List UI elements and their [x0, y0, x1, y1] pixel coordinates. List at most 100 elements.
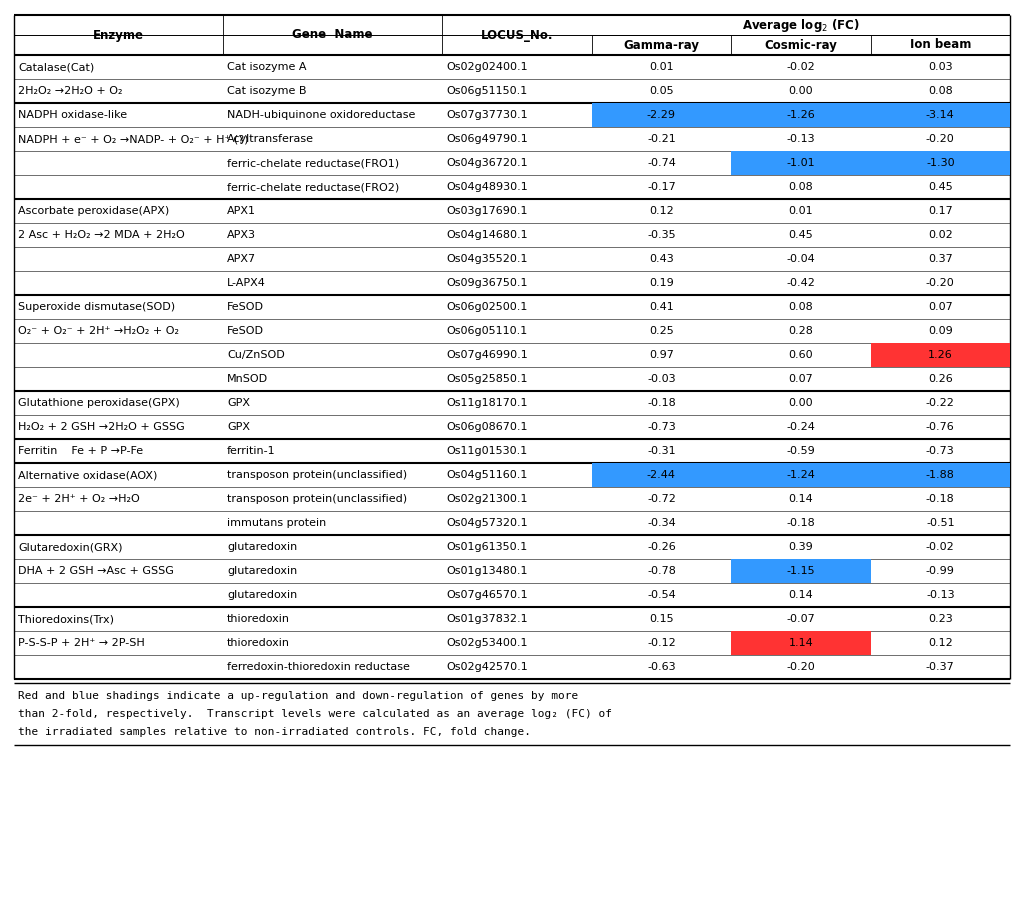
Text: Gamma-ray: Gamma-ray	[624, 38, 699, 52]
Text: -0.13: -0.13	[926, 590, 954, 600]
Text: MnSOD: MnSOD	[227, 374, 268, 384]
Text: Os04g14680.1: Os04g14680.1	[446, 230, 528, 240]
Text: LOCUS_No.: LOCUS_No.	[480, 28, 553, 42]
Text: Os06g08670.1: Os06g08670.1	[446, 422, 527, 432]
Text: Ascorbate peroxidase(APX): Ascorbate peroxidase(APX)	[18, 206, 169, 216]
Text: Os06g49790.1: Os06g49790.1	[446, 134, 528, 144]
Text: -0.24: -0.24	[786, 422, 815, 432]
Text: -0.99: -0.99	[926, 566, 954, 576]
Text: Os01g13480.1: Os01g13480.1	[446, 566, 527, 576]
Text: -1.24: -1.24	[786, 470, 815, 480]
Bar	[731, 631, 870, 655]
Text: -0.03: -0.03	[647, 374, 676, 384]
Text: thioredoxin: thioredoxin	[227, 638, 290, 648]
Text: Ion beam: Ion beam	[909, 38, 971, 52]
Text: than 2-fold, respectively.  Transcript levels were calculated as an average log₂: than 2-fold, respectively. Transcript le…	[18, 709, 612, 719]
Text: 1.14: 1.14	[788, 638, 813, 648]
Text: 0.12: 0.12	[649, 206, 674, 216]
Text: 0.00: 0.00	[788, 398, 813, 408]
Text: -1.88: -1.88	[926, 470, 954, 480]
Text: -0.20: -0.20	[926, 278, 954, 288]
Text: -0.51: -0.51	[926, 518, 954, 528]
Bar	[731, 463, 870, 487]
Text: -0.54: -0.54	[647, 590, 676, 600]
Text: -0.20: -0.20	[786, 662, 815, 672]
Bar	[870, 151, 1010, 175]
Bar	[731, 103, 870, 127]
Text: -1.26: -1.26	[786, 110, 815, 120]
Text: Cat isozyme B: Cat isozyme B	[227, 86, 306, 96]
Text: APX1: APX1	[227, 206, 256, 216]
Text: -0.73: -0.73	[926, 446, 954, 456]
Text: Cosmic-ray: Cosmic-ray	[764, 38, 838, 52]
Text: -0.20: -0.20	[926, 134, 954, 144]
Text: 0.02: 0.02	[928, 230, 952, 240]
Text: 0.25: 0.25	[649, 326, 674, 336]
Text: APX3: APX3	[227, 230, 256, 240]
Text: -0.18: -0.18	[926, 494, 954, 504]
Text: 0.14: 0.14	[788, 494, 813, 504]
Text: -0.31: -0.31	[647, 446, 676, 456]
Text: Thioredoxins(Trx): Thioredoxins(Trx)	[18, 614, 114, 624]
Text: glutaredoxin: glutaredoxin	[227, 542, 297, 552]
Text: Cu/ZnSOD: Cu/ZnSOD	[227, 350, 285, 360]
Text: Gene  Name: Gene Name	[293, 28, 373, 42]
Text: GPX: GPX	[227, 398, 250, 408]
Text: Os06g51150.1: Os06g51150.1	[446, 86, 527, 96]
Text: 0.28: 0.28	[788, 326, 813, 336]
Text: -1.01: -1.01	[786, 158, 815, 168]
Text: -0.42: -0.42	[786, 278, 815, 288]
Text: 0.08: 0.08	[928, 86, 952, 96]
Text: Red and blue shadings indicate a up-regulation and down-regulation of genes by m: Red and blue shadings indicate a up-regu…	[18, 692, 579, 702]
Text: Alternative oxidase(AOX): Alternative oxidase(AOX)	[18, 470, 158, 480]
Text: NADPH oxidase-like: NADPH oxidase-like	[18, 110, 127, 120]
Text: 0.39: 0.39	[788, 542, 813, 552]
Text: 0.45: 0.45	[928, 182, 952, 192]
Text: 0.43: 0.43	[649, 254, 674, 264]
Text: transposon protein(unclassified): transposon protein(unclassified)	[227, 470, 408, 480]
Text: -0.59: -0.59	[786, 446, 815, 456]
Text: the irradiated samples relative to non-irradiated controls. FC, fold change.: the irradiated samples relative to non-i…	[18, 727, 531, 737]
Text: -0.35: -0.35	[647, 230, 676, 240]
Text: Os04g57320.1: Os04g57320.1	[446, 518, 528, 528]
Text: -0.34: -0.34	[647, 518, 676, 528]
Text: Superoxide dismutase(SOD): Superoxide dismutase(SOD)	[18, 302, 175, 312]
Text: Os02g42570.1: Os02g42570.1	[446, 662, 528, 672]
Text: Os01g37832.1: Os01g37832.1	[446, 614, 528, 624]
Text: 1.26: 1.26	[928, 350, 952, 360]
Text: 0.00: 0.00	[788, 86, 813, 96]
Text: DHA + 2 GSH →Asc + GSSG: DHA + 2 GSH →Asc + GSSG	[18, 566, 174, 576]
Text: 0.15: 0.15	[649, 614, 674, 624]
Text: O₂⁻ + O₂⁻ + 2H⁺ →H₂O₂ + O₂: O₂⁻ + O₂⁻ + 2H⁺ →H₂O₂ + O₂	[18, 326, 179, 336]
Text: -0.26: -0.26	[647, 542, 676, 552]
Bar	[592, 103, 731, 127]
Text: GPX: GPX	[227, 422, 250, 432]
Text: Os04g48930.1: Os04g48930.1	[446, 182, 528, 192]
Text: 0.08: 0.08	[788, 302, 813, 312]
Text: FeSOD: FeSOD	[227, 302, 264, 312]
Text: Cat isozyme A: Cat isozyme A	[227, 62, 306, 72]
Text: 0.01: 0.01	[788, 206, 813, 216]
Text: -0.74: -0.74	[647, 158, 676, 168]
Text: 0.45: 0.45	[788, 230, 813, 240]
Text: -1.15: -1.15	[786, 566, 815, 576]
Text: Os11g01530.1: Os11g01530.1	[446, 446, 527, 456]
Text: 0.60: 0.60	[788, 350, 813, 360]
Text: -1.30: -1.30	[926, 158, 954, 168]
Text: Enzyme: Enzyme	[93, 28, 144, 42]
Text: 0.12: 0.12	[928, 638, 952, 648]
Text: 0.97: 0.97	[649, 350, 674, 360]
Text: 0.14: 0.14	[788, 590, 813, 600]
Text: Glutathione peroxidase(GPX): Glutathione peroxidase(GPX)	[18, 398, 180, 408]
Text: Catalase(Cat): Catalase(Cat)	[18, 62, 94, 72]
Text: ferric-chelate reductase(FRO2): ferric-chelate reductase(FRO2)	[227, 182, 399, 192]
Text: -2.29: -2.29	[647, 110, 676, 120]
Text: Os03g17690.1: Os03g17690.1	[446, 206, 527, 216]
Text: 2e⁻ + 2H⁺ + O₂ →H₂O: 2e⁻ + 2H⁺ + O₂ →H₂O	[18, 494, 139, 504]
Text: -3.14: -3.14	[926, 110, 954, 120]
Bar	[870, 103, 1010, 127]
Text: 0.05: 0.05	[649, 86, 674, 96]
Text: -0.21: -0.21	[647, 134, 676, 144]
Text: L-APX4: L-APX4	[227, 278, 266, 288]
Text: Os04g36720.1: Os04g36720.1	[446, 158, 528, 168]
